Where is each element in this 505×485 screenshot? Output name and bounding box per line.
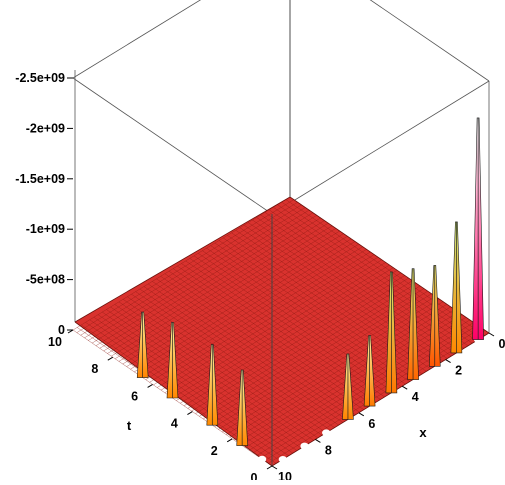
x-tick-mark xyxy=(488,332,495,337)
surface-grid-line xyxy=(149,249,367,383)
surface-grid-line xyxy=(114,225,333,359)
x-tick-label: 10 xyxy=(278,470,292,480)
surface-grid-line xyxy=(80,202,298,336)
surface-grid-line xyxy=(168,270,369,408)
box-edge xyxy=(72,77,273,215)
surface-grid-line xyxy=(139,288,339,426)
t-tick-label: 6 xyxy=(131,389,138,403)
surface-grid-line xyxy=(152,281,352,418)
z-tick-label: -2e+09 xyxy=(26,121,65,135)
surface-grid-line xyxy=(164,273,364,410)
surface-grid-line xyxy=(156,278,356,416)
box-edge xyxy=(369,0,490,82)
t-axis-title: t xyxy=(127,418,132,433)
surface-grid-line xyxy=(88,207,306,341)
surface-grid-line xyxy=(89,319,289,456)
t-tick-mark xyxy=(107,356,114,361)
surface-grid-line xyxy=(72,196,291,331)
surface-grid-line xyxy=(153,251,371,386)
x-tick-label: 2 xyxy=(455,364,462,378)
surface-grid-line xyxy=(118,301,319,439)
x-axis-title: x xyxy=(419,425,427,440)
surface-grid-line xyxy=(97,314,298,451)
surface-grid-line xyxy=(172,264,390,399)
surface-grid-line xyxy=(76,199,294,333)
surface-grid-line xyxy=(93,317,293,454)
bounding-box-front xyxy=(271,0,291,466)
x-tick-label: 0 xyxy=(499,337,505,351)
x-tick-label: 6 xyxy=(368,417,375,431)
surface-grid-line xyxy=(118,228,337,362)
surface-edge xyxy=(271,332,490,467)
x-tick-mark xyxy=(358,412,365,417)
surface-grid-line xyxy=(122,299,323,436)
surface-grid-line xyxy=(157,254,375,388)
t-tick-mark xyxy=(67,329,74,334)
x-tick-mark xyxy=(271,465,278,470)
surface-grid-line xyxy=(85,322,285,459)
surface-grid-line xyxy=(122,230,340,365)
box-edge xyxy=(271,80,490,215)
z-tick-label: 0 xyxy=(58,323,65,337)
t-tick-mark xyxy=(187,411,193,416)
z-tick-label: -2.5e+09 xyxy=(15,71,65,85)
t-tick-mark xyxy=(266,465,273,470)
x-tick-label: 8 xyxy=(325,443,332,457)
surface-edge xyxy=(74,196,291,323)
surface-grid-line xyxy=(127,296,327,433)
surface-fill xyxy=(75,197,489,466)
t-tick-mark xyxy=(226,438,233,443)
surface-grid-line xyxy=(84,204,302,339)
surface-grid-line xyxy=(177,265,377,403)
surface-hole xyxy=(257,455,267,463)
surface-grid-line xyxy=(168,262,386,396)
z-axis: 0 -5e+08 -1e+09 -1.5e+09 -2e+09 -2.5e+09 xyxy=(15,71,73,337)
x-tick-mark xyxy=(401,385,408,390)
z-tick-label: -1e+09 xyxy=(26,222,65,236)
x-tick-mark xyxy=(445,359,451,364)
t-tick-label: 8 xyxy=(91,362,98,376)
surface-grid-line xyxy=(95,212,314,346)
t-tick-label: 4 xyxy=(171,417,178,431)
x-tick-mark xyxy=(315,438,321,443)
x-tick-label: 4 xyxy=(412,390,419,404)
surface-grid-line xyxy=(141,243,360,378)
surface-grid-line xyxy=(145,246,363,380)
surface-hole xyxy=(300,442,309,450)
surface-grid-line xyxy=(103,217,321,352)
t-tick-mark xyxy=(147,383,153,388)
t-tick-label: 2 xyxy=(211,444,218,458)
surface-grid-line xyxy=(147,283,348,421)
surface-grid-line xyxy=(99,215,317,349)
surface-grid-line xyxy=(111,222,329,357)
surface-grid-line xyxy=(126,233,344,367)
surface-grid-line xyxy=(160,276,360,413)
surface-grid-line xyxy=(135,291,335,428)
surface-grid-line xyxy=(173,268,373,405)
surface-grid-line xyxy=(143,286,344,423)
t-tick-label: 0 xyxy=(251,471,258,480)
z-tick-label: -5e+08 xyxy=(26,273,65,287)
surface-grid-line xyxy=(131,294,331,431)
t-tick-label: 10 xyxy=(48,335,62,349)
z-tick-label: -1.5e+09 xyxy=(15,172,65,186)
surface-hole xyxy=(322,429,331,437)
surface-grid-line xyxy=(160,256,379,391)
surface-hole xyxy=(278,455,288,463)
t-axis: 0 2 4 6 8 10 xyxy=(48,329,273,485)
surface-grid-line xyxy=(130,236,348,370)
box-edge xyxy=(72,0,202,79)
surface-grid-line xyxy=(92,209,310,344)
bounding-box-back xyxy=(72,0,490,333)
surface-grid-line xyxy=(102,311,302,449)
spike-series xyxy=(136,117,484,446)
surface-grid-line xyxy=(164,259,382,393)
